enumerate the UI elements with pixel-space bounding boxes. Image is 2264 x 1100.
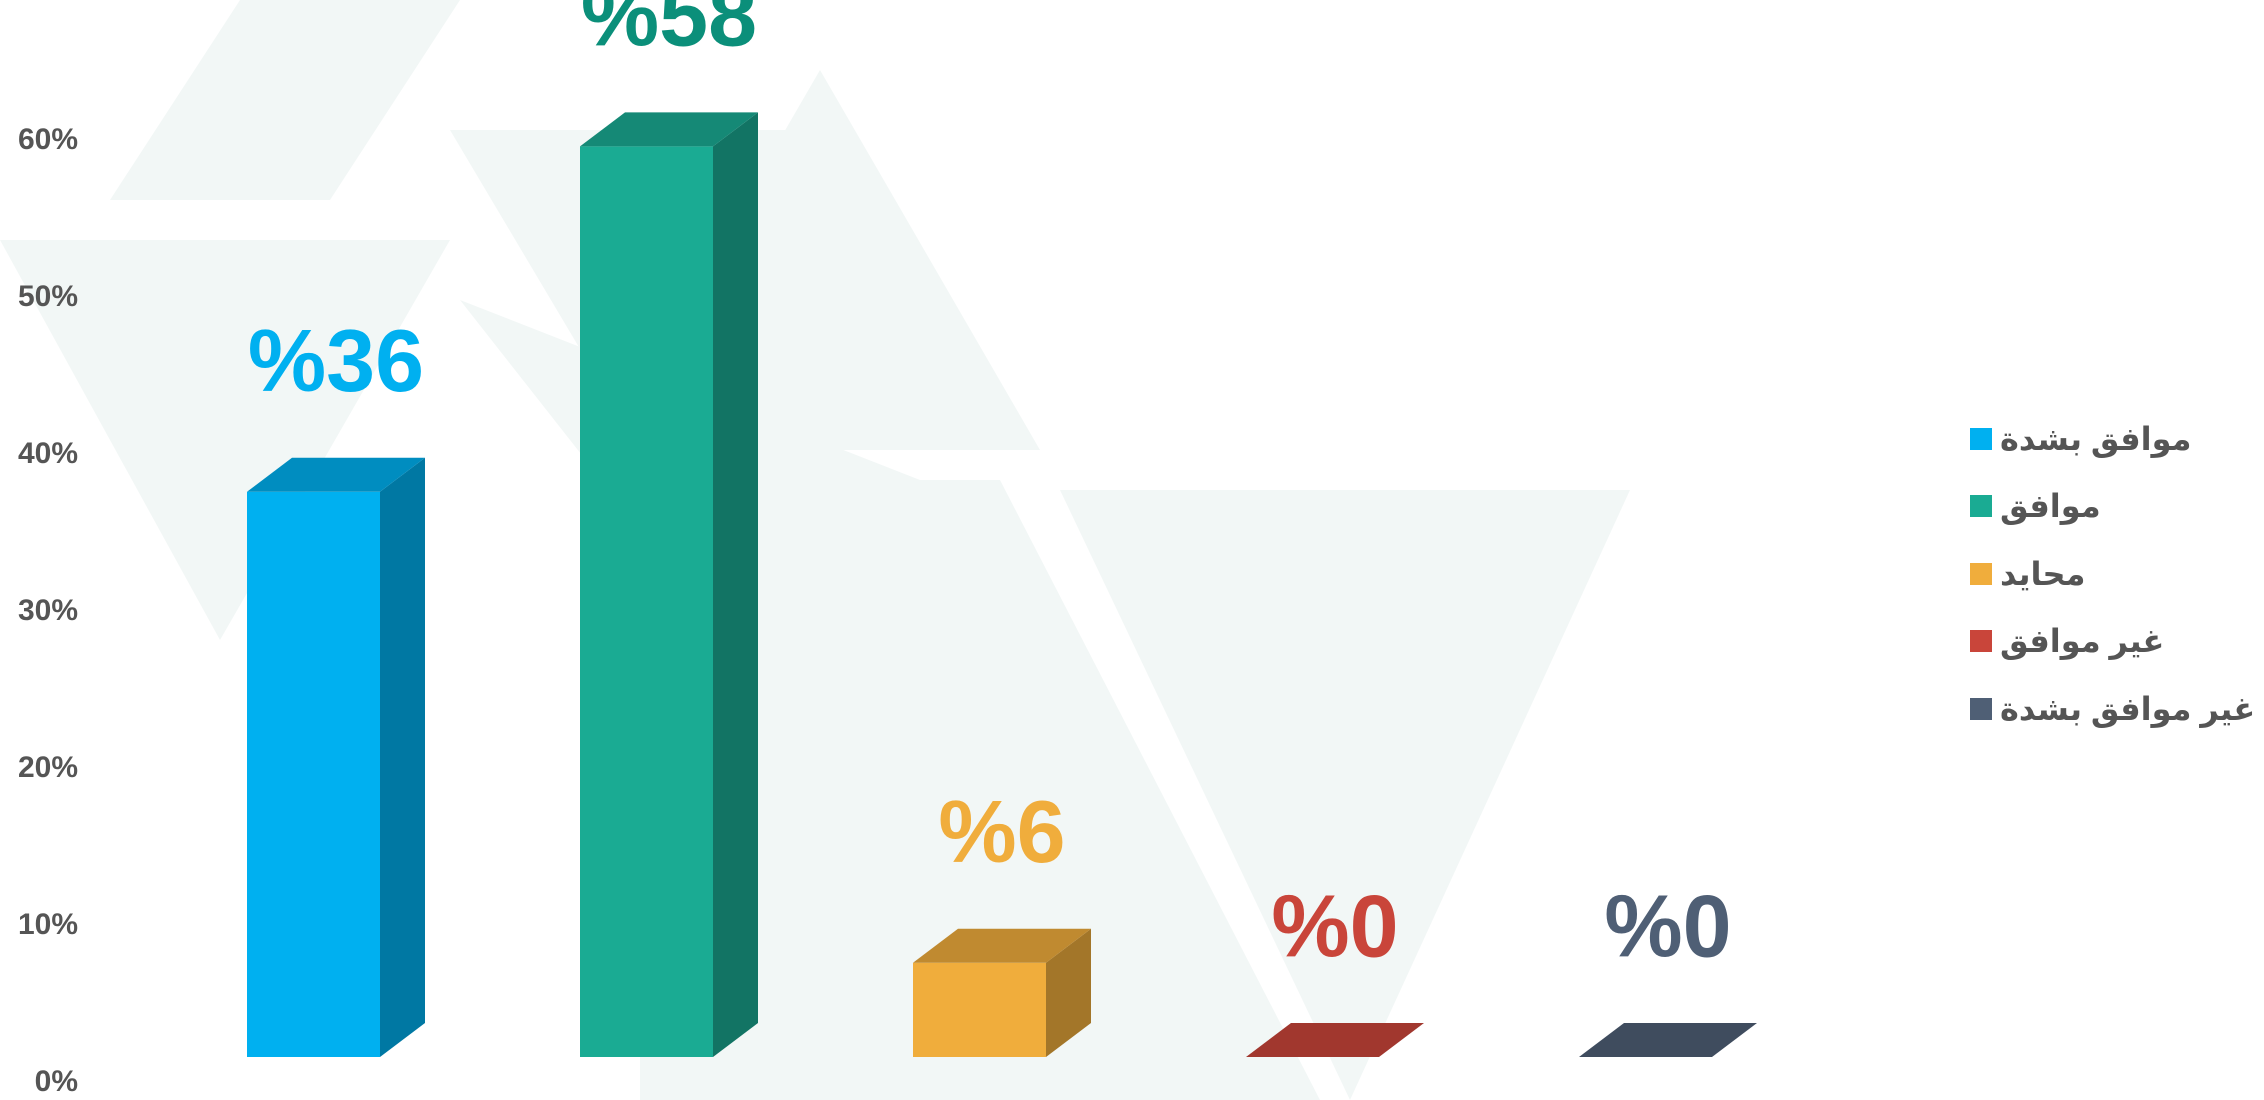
bar	[247, 491, 380, 1057]
legend-item: موافق بشدة	[1970, 405, 2255, 473]
y-tick-label: 30%	[18, 594, 78, 627]
legend-swatch	[1970, 427, 1992, 450]
legend-item: موافق	[1970, 473, 2255, 541]
bar-top	[580, 112, 758, 147]
y-tick-label: 20%	[18, 751, 78, 784]
legend-swatch	[1970, 562, 1992, 585]
legend-label: محايد	[2000, 555, 2086, 592]
bar-side	[1046, 928, 1091, 1057]
legend-label: غير موافق بشدة	[2000, 690, 2256, 727]
bar-side	[380, 457, 425, 1057]
y-tick-label: 10%	[18, 908, 78, 941]
value-label: %0	[1271, 876, 1398, 975]
bar-top	[247, 457, 425, 492]
y-tick-label: 40%	[18, 437, 78, 470]
legend-swatch	[1970, 630, 1992, 653]
bar-top	[1246, 1023, 1424, 1057]
legend: موافق بشدة موافق محايد غير موافق غير موافق ب…	[1970, 405, 2255, 743]
y-tick-label: 0%	[35, 1065, 78, 1098]
y-tick-label: 60%	[18, 123, 78, 156]
value-label: %0	[1604, 876, 1731, 975]
bar	[580, 146, 713, 1057]
value-label: %36	[248, 311, 424, 410]
value-label: %58	[581, 0, 757, 65]
bar-top	[913, 928, 1091, 963]
y-tick-label: 50%	[18, 280, 78, 313]
value-label: %6	[938, 782, 1065, 881]
bar-top	[1579, 1023, 1757, 1057]
legend-item: محايد	[1970, 540, 2255, 608]
legend-swatch	[1970, 495, 1992, 518]
legend-label: موافق	[2000, 488, 2101, 525]
legend-swatch	[1970, 697, 1992, 720]
legend-item: غير موافق بشدة	[1970, 675, 2255, 743]
legend-label: غير موافق	[2000, 623, 2165, 660]
legend-item: غير موافق	[1970, 608, 2255, 676]
legend-label: موافق بشدة	[2000, 420, 2192, 457]
bar	[913, 962, 1046, 1057]
bar-side	[713, 112, 758, 1057]
